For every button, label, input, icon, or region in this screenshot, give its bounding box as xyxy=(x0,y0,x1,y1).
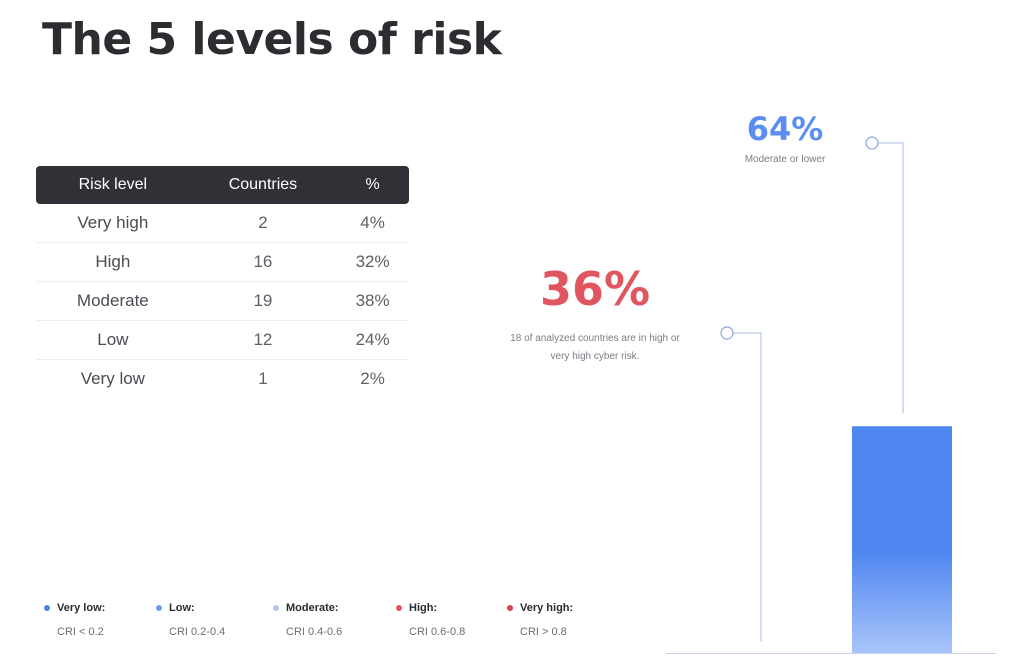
legend-item-very-low: Very low: CRI < 0.2 xyxy=(44,602,105,638)
bar-value-label-moderate-or-lower: 64% xyxy=(746,110,824,148)
legend-range: CRI 0.6-0.8 xyxy=(409,626,466,638)
legend-name: Very high: xyxy=(520,602,574,614)
cell-percent: 2% xyxy=(360,369,385,388)
header-countries: Countries xyxy=(189,166,337,204)
legend-item-moderate: Moderate: CRI 0.4-0.6 xyxy=(273,602,342,638)
cell-countries: 2 xyxy=(189,204,337,243)
cell-countries: 12 xyxy=(189,320,337,360)
legend-item-high: High: CRI 0.6-0.8 xyxy=(396,602,465,638)
cell-countries: 19 xyxy=(189,281,337,321)
page-title: The 5 levels of risk xyxy=(42,14,502,65)
dot-icon xyxy=(396,605,402,611)
table-row: Very high 2 4% xyxy=(36,204,409,243)
dot-icon xyxy=(44,605,50,611)
cell-risk-level: High xyxy=(36,242,190,282)
legend-name: Low: xyxy=(169,602,195,614)
connector-circle-icon xyxy=(865,136,879,150)
cell-percent: 32% xyxy=(336,242,409,282)
cell-percent: 4% xyxy=(336,204,409,243)
risk-table: Risk level Countries % Very high 2 4% Hi… xyxy=(36,166,409,398)
legend-item-low: Low: CRI 0.2-0.4 xyxy=(156,602,225,638)
connector-circle-icon xyxy=(720,326,734,340)
table-row: Low 12 24% xyxy=(36,320,409,360)
header-percent: % xyxy=(336,166,409,204)
legend-range: CRI < 0.2 xyxy=(57,626,104,638)
dot-icon xyxy=(156,605,162,611)
cell-countries: 16 xyxy=(189,242,337,282)
table-row: Very low 1 2% xyxy=(36,360,409,399)
legend-range: CRI 0.4-0.6 xyxy=(286,626,343,638)
dot-icon xyxy=(507,605,513,611)
legend-name: Moderate: xyxy=(286,602,339,614)
cell-risk-level: Very low xyxy=(80,369,145,388)
bar-annotation-moderate-or-lower: Moderate or lower xyxy=(744,154,826,165)
bar-annotation-high: 18 of analyzed countries are in high or … xyxy=(510,333,680,362)
table-row: High 16 32% xyxy=(36,242,409,282)
legend-item-very-high: Very high: CRI > 0.8 xyxy=(507,602,573,638)
cell-risk-level: Very high xyxy=(36,204,190,243)
cell-risk-level: Low xyxy=(36,320,190,360)
connector-line xyxy=(878,142,904,414)
cell-countries: 1 xyxy=(258,369,268,388)
legend-range: CRI 0.2-0.4 xyxy=(169,626,226,638)
table-header-row: Risk level Countries % xyxy=(36,166,409,204)
legend-name: High: xyxy=(409,602,438,614)
cell-percent: 38% xyxy=(336,281,409,321)
legend-range: CRI > 0.8 xyxy=(520,626,567,638)
cell-risk-level: Moderate xyxy=(36,281,190,321)
legend-name: Very low: xyxy=(57,602,106,614)
dot-icon xyxy=(273,605,279,611)
table-row: Moderate 19 38% xyxy=(36,281,409,321)
connector-line xyxy=(733,332,762,642)
header-risk-level: Risk level xyxy=(36,166,190,204)
cell-percent: 24% xyxy=(336,320,409,360)
bar-value-label-high: 36% xyxy=(539,262,651,316)
bar-moderate-or-lower xyxy=(852,426,952,653)
